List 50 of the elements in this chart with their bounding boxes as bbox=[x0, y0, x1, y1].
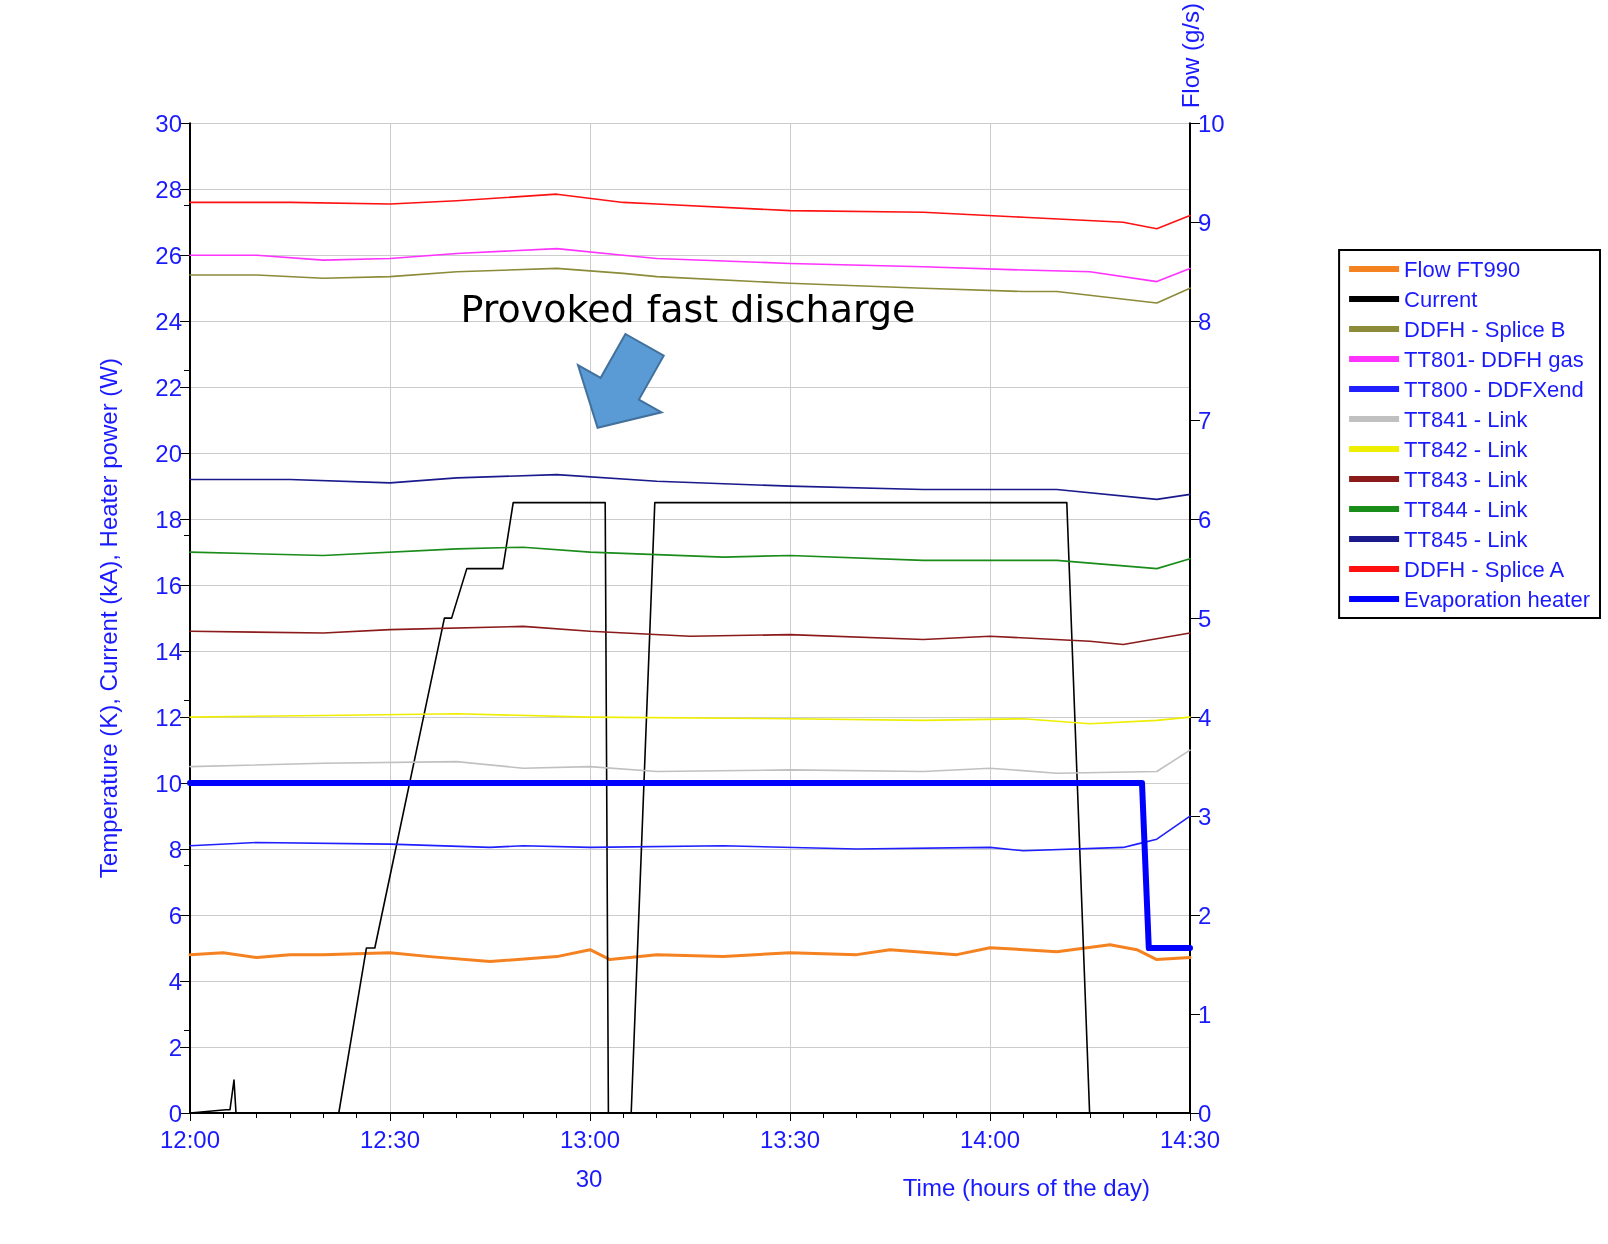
y-tick-label: 16 bbox=[155, 571, 182, 599]
y-tick-label: 0 bbox=[168, 1099, 182, 1127]
y2-axis-title: Flow (g/s) bbox=[1176, 3, 1204, 109]
legend-label: TT842 - Link bbox=[1404, 436, 1529, 462]
y-tick-label: 12 bbox=[155, 703, 182, 731]
y2-tick-label: 8 bbox=[1198, 307, 1212, 335]
text: 30 bbox=[575, 1164, 603, 1192]
legend-label: TT800 - DDFXend bbox=[1404, 376, 1584, 402]
x-tick-label: 13:00 bbox=[559, 1125, 621, 1153]
legend-label: TT841 - Link bbox=[1404, 406, 1529, 432]
y-tick-label: 26 bbox=[155, 241, 182, 269]
y2-tick-label: 3 bbox=[1198, 802, 1212, 830]
x-tick-label: 12:00 bbox=[159, 1125, 221, 1153]
y-tick-label: 6 bbox=[168, 901, 182, 929]
annotation: Provoked fast discharge bbox=[460, 287, 916, 331]
y-tick-label: 14 bbox=[155, 637, 182, 665]
y2-tick-label: 5 bbox=[1198, 604, 1212, 632]
y-tick-label: 2 bbox=[168, 1033, 182, 1061]
y-axis-title: Temperature (K), Current (kA), Heater power (W) bbox=[94, 358, 122, 879]
legend-label: TT844 - Link bbox=[1404, 496, 1529, 522]
y-tick-label: 10 bbox=[155, 769, 182, 797]
legend-label: Evaporation heater bbox=[1404, 586, 1590, 612]
y2-tick-label: 2 bbox=[1198, 901, 1212, 929]
legend-label: Flow FT990 bbox=[1404, 256, 1521, 282]
y-tick-label: 8 bbox=[168, 835, 182, 863]
x-tick-label: 14:30 bbox=[1159, 1125, 1221, 1153]
x-tick-label: 14:00 bbox=[959, 1125, 1021, 1153]
y-tick-label: 24 bbox=[155, 307, 182, 335]
y-tick-label: 20 bbox=[155, 439, 182, 467]
y2-tick-label: 1 bbox=[1198, 1000, 1212, 1028]
y2-tick-label: 6 bbox=[1198, 505, 1212, 533]
y-tick-label: 22 bbox=[155, 373, 182, 401]
legend-label: TT801- DDFH gas bbox=[1404, 346, 1584, 372]
legend-label: DDFH - Splice A bbox=[1404, 556, 1565, 582]
legend-label: TT845 - Link bbox=[1404, 526, 1529, 552]
x-tick-label: 12:30 bbox=[359, 1125, 421, 1153]
x-axis-title: Time (hours of the day) bbox=[902, 1173, 1150, 1201]
y2-tick-label: 7 bbox=[1198, 406, 1212, 434]
x-tick-label: 13:30 bbox=[759, 1125, 821, 1153]
legend-label: TT843 - Link bbox=[1404, 466, 1529, 492]
y2-tick-label: 4 bbox=[1198, 703, 1212, 731]
y2-tick-label: 9 bbox=[1198, 208, 1212, 236]
y2-tick-label: 10 bbox=[1198, 109, 1225, 137]
legend-label: Current bbox=[1404, 286, 1478, 312]
y2-tick-label: 0 bbox=[1198, 1099, 1212, 1127]
y-tick-label: 28 bbox=[155, 175, 182, 203]
legend-label: DDFH - Splice B bbox=[1404, 316, 1566, 342]
y-tick-label: 18 bbox=[155, 505, 182, 533]
y-tick-label: 4 bbox=[168, 967, 182, 995]
y-tick-label: 30 bbox=[155, 109, 182, 137]
